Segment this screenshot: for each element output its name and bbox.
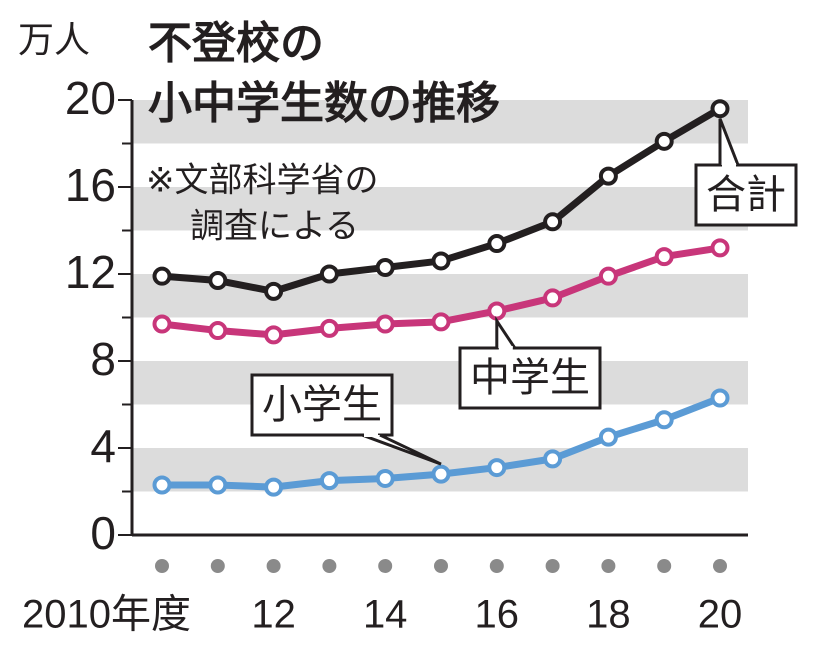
point (152, 266, 172, 286)
point (375, 314, 395, 334)
x-dot (657, 559, 672, 573)
point (654, 410, 674, 430)
point (152, 475, 172, 495)
callout-box (458, 346, 602, 410)
x-dot (266, 559, 281, 573)
y-tick-label: 20 (65, 72, 116, 124)
point (710, 238, 730, 258)
x-tick-label: 20 (698, 593, 743, 637)
callout-pointer (361, 433, 442, 466)
grid-band (132, 361, 748, 405)
point (208, 271, 228, 291)
x-dot (378, 559, 393, 573)
point (208, 321, 228, 341)
point (431, 251, 451, 271)
point (375, 257, 395, 277)
y-tick-label: 4 (90, 420, 116, 472)
grid-band (132, 100, 748, 144)
x-dot (601, 559, 616, 573)
legend-item: 小学生 (250, 373, 442, 466)
note: ※文部科学省の (146, 161, 379, 201)
callout-pointer (495, 316, 517, 349)
y-tick-label: 0 (90, 507, 116, 559)
point (710, 388, 730, 408)
point (264, 325, 284, 345)
point (208, 475, 228, 495)
point (543, 212, 563, 232)
x-dot (155, 559, 169, 573)
point (543, 449, 563, 469)
legend-label: 中学生 (470, 355, 590, 401)
x-dot (545, 559, 560, 573)
chart-title: 小中学生数の推移 (148, 78, 500, 129)
y-tick-label: 12 (65, 246, 116, 298)
point (264, 281, 284, 301)
point (654, 131, 674, 151)
y-tick-label: 8 (90, 333, 116, 385)
point (543, 288, 563, 308)
point (654, 247, 674, 267)
point (598, 166, 618, 186)
x-tick-label: 14 (363, 593, 408, 637)
legend-label: 小学生 (262, 382, 382, 428)
x-dot (713, 559, 727, 573)
legend-label: 合計 (706, 172, 786, 218)
point (264, 477, 284, 497)
x-tick-label: 12 (251, 593, 296, 637)
point (319, 318, 339, 338)
point (375, 468, 395, 488)
point (319, 471, 339, 491)
point (431, 464, 451, 484)
x-dot (322, 559, 337, 573)
legend-item: 合計 (694, 118, 798, 227)
legend-item: 中学生 (458, 316, 602, 410)
x-tick-label: 2010年度 (22, 593, 191, 637)
grid-band (132, 187, 748, 231)
x-tick-label: 18 (586, 593, 631, 637)
point (598, 266, 618, 286)
note: 調査による (190, 207, 359, 247)
point (487, 458, 507, 478)
x-dot (434, 559, 448, 573)
point (319, 264, 339, 284)
point (487, 301, 507, 321)
callout-pointer (718, 118, 740, 166)
x-tick-label: 16 (475, 593, 520, 637)
x-dot (210, 559, 225, 573)
point (431, 312, 451, 332)
point (152, 314, 172, 334)
y-axis-unit: 万人 (18, 20, 90, 61)
x-dot (489, 559, 504, 573)
point (487, 234, 507, 254)
point (598, 427, 618, 447)
point (710, 99, 730, 119)
callout-box (250, 373, 394, 437)
chart-title: 不登校の (148, 18, 324, 69)
y-tick-label: 16 (65, 159, 116, 211)
callout-box (694, 163, 798, 227)
